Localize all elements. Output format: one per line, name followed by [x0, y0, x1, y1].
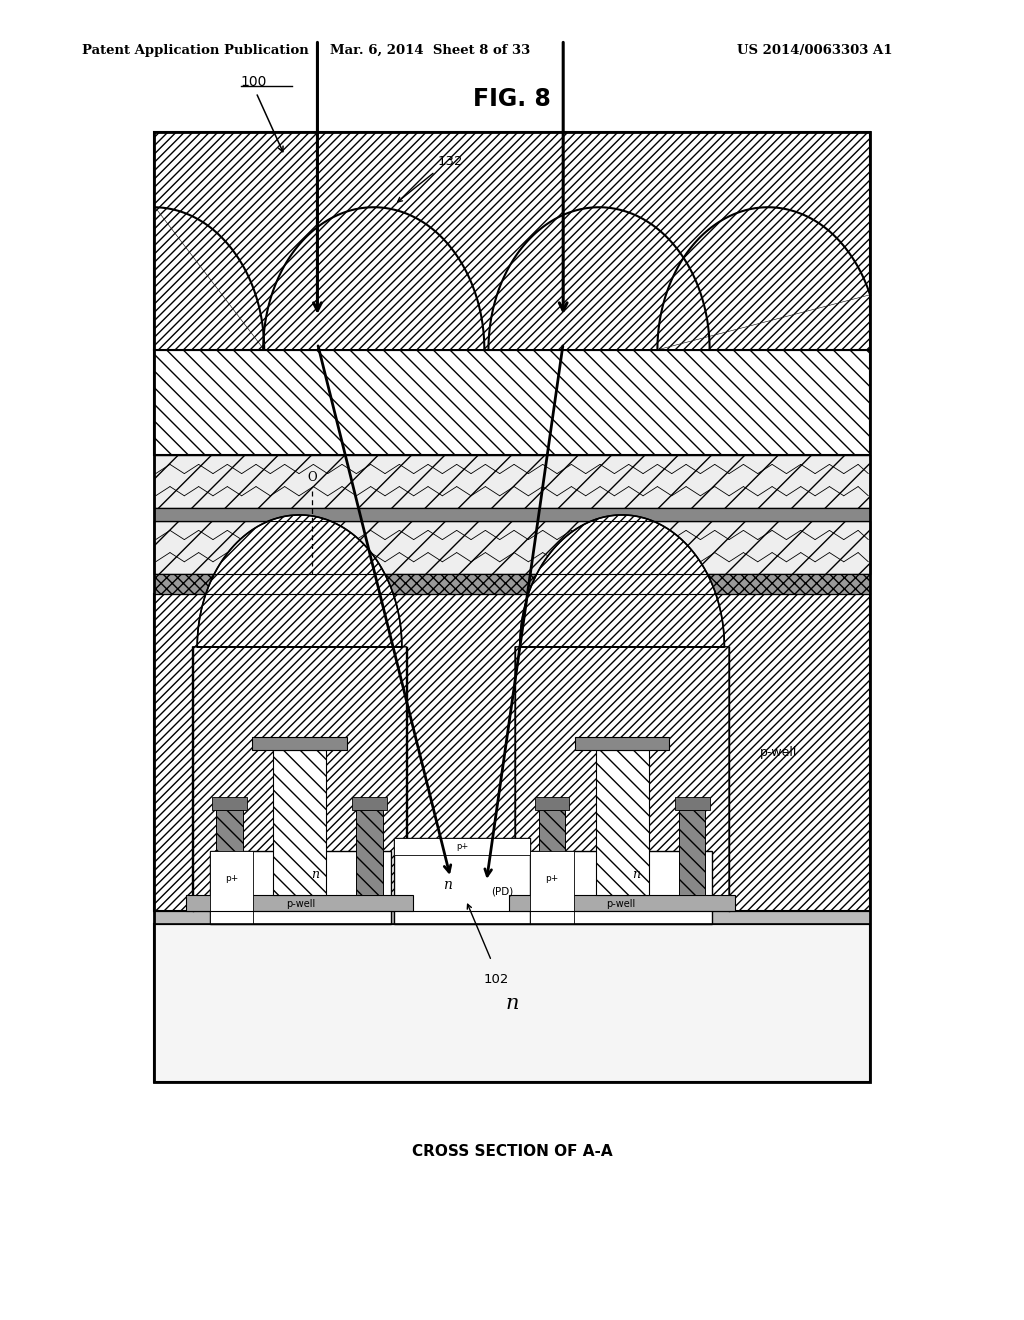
Bar	[530, 851, 712, 924]
Text: CROSS SECTION OF A-A: CROSS SECTION OF A-A	[412, 1143, 612, 1159]
Polygon shape	[488, 207, 710, 350]
Bar	[352, 797, 387, 810]
Bar	[186, 895, 413, 911]
Bar	[252, 737, 347, 750]
Bar	[535, 797, 569, 810]
Text: p+: p+	[457, 842, 468, 851]
Polygon shape	[154, 207, 264, 350]
Text: 132: 132	[438, 154, 463, 168]
Text: p+: p+	[225, 874, 239, 883]
Bar	[356, 810, 383, 895]
Polygon shape	[515, 515, 729, 911]
Text: 100: 100	[241, 75, 267, 88]
Bar	[154, 521, 870, 574]
Text: n: n	[311, 869, 319, 882]
Text: US 2014/0063303 A1: US 2014/0063303 A1	[737, 44, 893, 57]
Text: p-well: p-well	[760, 746, 797, 759]
Bar	[574, 737, 670, 750]
Bar	[212, 797, 247, 810]
Polygon shape	[657, 207, 870, 350]
Bar	[154, 350, 870, 455]
Bar	[394, 838, 530, 855]
Polygon shape	[193, 515, 407, 911]
Text: Patent Application Publication: Patent Application Publication	[82, 44, 308, 57]
Text: p-well: p-well	[286, 899, 315, 908]
Text: (PD): (PD)	[492, 887, 513, 896]
Text: p-well: p-well	[606, 899, 636, 908]
Text: n: n	[442, 878, 452, 892]
Bar	[154, 924, 870, 1082]
Bar	[154, 521, 870, 574]
Bar	[596, 750, 648, 895]
Polygon shape	[263, 207, 484, 350]
Bar	[509, 895, 735, 911]
Text: Mar. 6, 2014  Sheet 8 of 33: Mar. 6, 2014 Sheet 8 of 33	[330, 44, 530, 57]
Bar	[154, 594, 870, 911]
Bar	[154, 455, 870, 508]
Bar	[679, 810, 706, 895]
Bar	[210, 851, 253, 924]
Bar	[394, 838, 530, 924]
Bar	[273, 750, 326, 895]
Text: O: O	[307, 471, 317, 484]
Bar	[539, 810, 565, 895]
Bar	[154, 132, 870, 350]
Bar	[210, 851, 391, 924]
Bar	[216, 810, 243, 895]
Text: n: n	[632, 869, 640, 882]
Bar	[530, 851, 573, 924]
Text: p+: p+	[546, 874, 559, 883]
Bar	[154, 574, 870, 594]
Bar	[154, 911, 870, 924]
Bar	[154, 508, 870, 521]
Bar	[154, 132, 870, 1082]
Bar	[675, 797, 710, 810]
Text: FIG. 8: FIG. 8	[473, 87, 551, 111]
Text: n: n	[505, 994, 519, 1012]
Text: 102: 102	[484, 973, 509, 986]
